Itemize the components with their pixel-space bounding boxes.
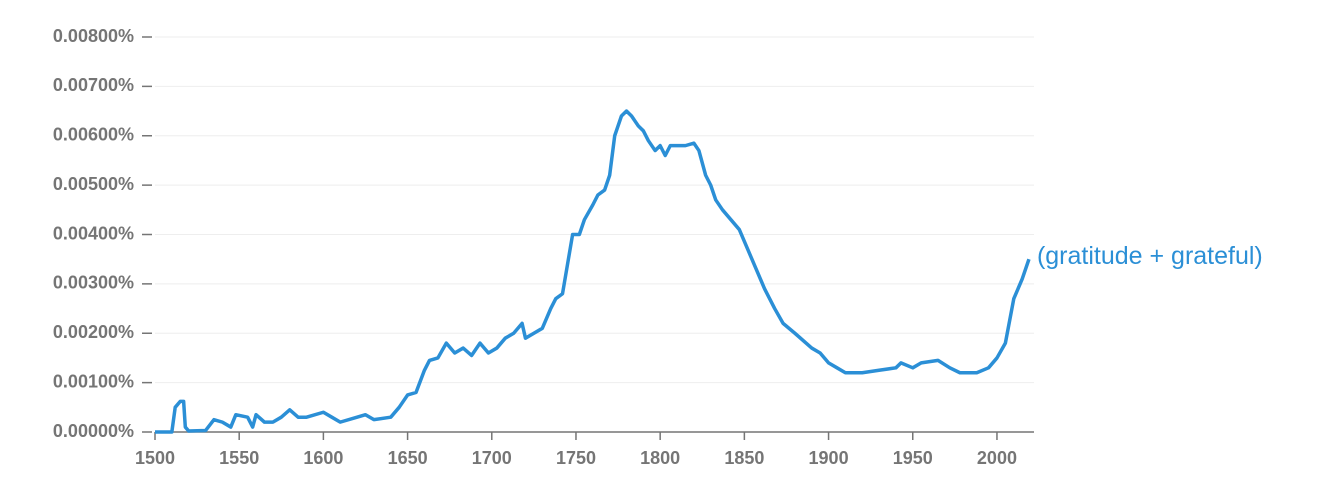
y-tick-label: 0.00000%	[53, 421, 134, 441]
x-tick-label: 1700	[472, 448, 512, 468]
x-tick-label: 1600	[303, 448, 343, 468]
x-tick-label: 1850	[724, 448, 764, 468]
x-tick-label: 2000	[977, 448, 1017, 468]
x-tick-label: 1550	[219, 448, 259, 468]
y-tick-label: 0.00500%	[53, 174, 134, 194]
y-tick-label: 0.00100%	[53, 371, 134, 391]
x-tick-label: 1900	[809, 448, 849, 468]
y-tick-label: 0.00700%	[53, 75, 134, 95]
y-tick-label: 0.00800%	[53, 26, 134, 46]
x-tick-label: 1750	[556, 448, 596, 468]
y-tick-label: 0.00200%	[53, 322, 134, 342]
x-tick-label: 1500	[135, 448, 175, 468]
x-tick-label: 1950	[893, 448, 933, 468]
series-label: (gratitude + grateful)	[1037, 242, 1263, 270]
y-tick-label: 0.00300%	[53, 273, 134, 293]
y-tick-label: 0.00400%	[53, 223, 134, 243]
line	[155, 109, 1031, 434]
x-tick-label: 1800	[640, 448, 680, 468]
y-tick-label: 0.00600%	[53, 125, 134, 145]
x-tick-label: 1650	[388, 448, 428, 468]
